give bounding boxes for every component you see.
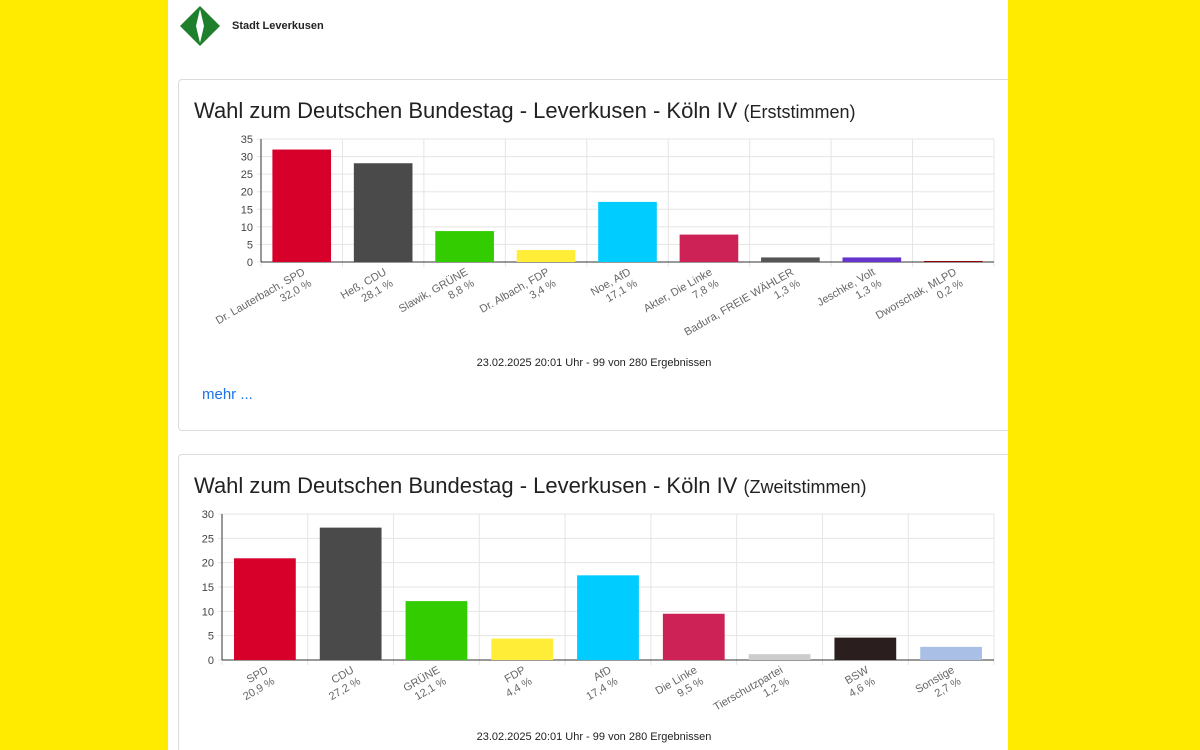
bar[interactable]	[234, 558, 296, 660]
card-title-text: Wahl zum Deutschen Bundestag - Leverkuse…	[194, 473, 738, 498]
bar[interactable]	[353, 163, 413, 262]
y-tick-label: 25	[241, 169, 253, 181]
y-tick-label: 5	[208, 631, 214, 643]
bar[interactable]	[920, 646, 982, 660]
bar[interactable]	[662, 613, 725, 660]
y-tick-label: 30	[202, 509, 214, 521]
y-tick-label: 10	[202, 606, 214, 618]
y-tick-label: 35	[241, 134, 253, 146]
y-tick-label: 5	[247, 239, 253, 251]
bar[interactable]	[842, 257, 902, 262]
card-title-suffix: (Zweitstimmen)	[743, 477, 867, 497]
page: Stadt Leverkusen Wahl zum Deutschen Bund…	[168, 0, 1008, 750]
bar[interactable]	[405, 601, 468, 660]
mehr-link[interactable]: mehr ...	[202, 386, 253, 403]
bar[interactable]	[435, 231, 494, 262]
card-title-text: Wahl zum Deutschen Bundestag - Leverkuse…	[194, 98, 738, 123]
erststimmen-title: Wahl zum Deutschen Bundestag - Leverkuse…	[194, 98, 855, 124]
y-tick-label: 0	[247, 257, 253, 269]
bar[interactable]	[577, 575, 639, 660]
bar[interactable]	[923, 261, 983, 262]
y-tick-label: 0	[208, 655, 214, 667]
y-tick-label: 25	[202, 533, 214, 545]
logo-text: Stadt Leverkusen	[232, 20, 324, 32]
y-tick-label: 15	[202, 582, 214, 594]
city-logo[interactable]: Stadt Leverkusen	[178, 2, 328, 50]
y-tick-label: 15	[241, 204, 253, 216]
y-tick-label: 30	[241, 152, 253, 164]
zweitstimmen-title: Wahl zum Deutschen Bundestag - Leverkuse…	[194, 473, 867, 499]
bar[interactable]	[272, 149, 332, 262]
erststimmen-card: Wahl zum Deutschen Bundestag - Leverkuse…	[178, 79, 1008, 431]
zweitstimmen-footnote: 23.02.2025 20:01 Uhr - 99 von 280 Ergebn…	[476, 731, 712, 743]
y-tick-label: 10	[241, 222, 253, 234]
bar[interactable]	[598, 201, 657, 262]
zweitstimmen-card: Wahl zum Deutschen Bundestag - Leverkuse…	[178, 454, 1008, 750]
bar[interactable]	[761, 257, 820, 262]
bar[interactable]	[834, 637, 897, 660]
bar[interactable]	[748, 654, 811, 660]
bar[interactable]	[319, 527, 382, 660]
card-title-suffix: (Erststimmen)	[743, 102, 856, 122]
leverkusen-logo-icon	[180, 6, 220, 46]
bar[interactable]	[516, 250, 576, 262]
bar[interactable]	[491, 638, 554, 660]
y-tick-label: 20	[202, 558, 214, 570]
y-tick-label: 20	[241, 187, 253, 199]
erststimmen-footnote: 23.02.2025 20:01 Uhr - 99 von 280 Ergebn…	[476, 357, 712, 369]
bar[interactable]	[679, 234, 739, 262]
